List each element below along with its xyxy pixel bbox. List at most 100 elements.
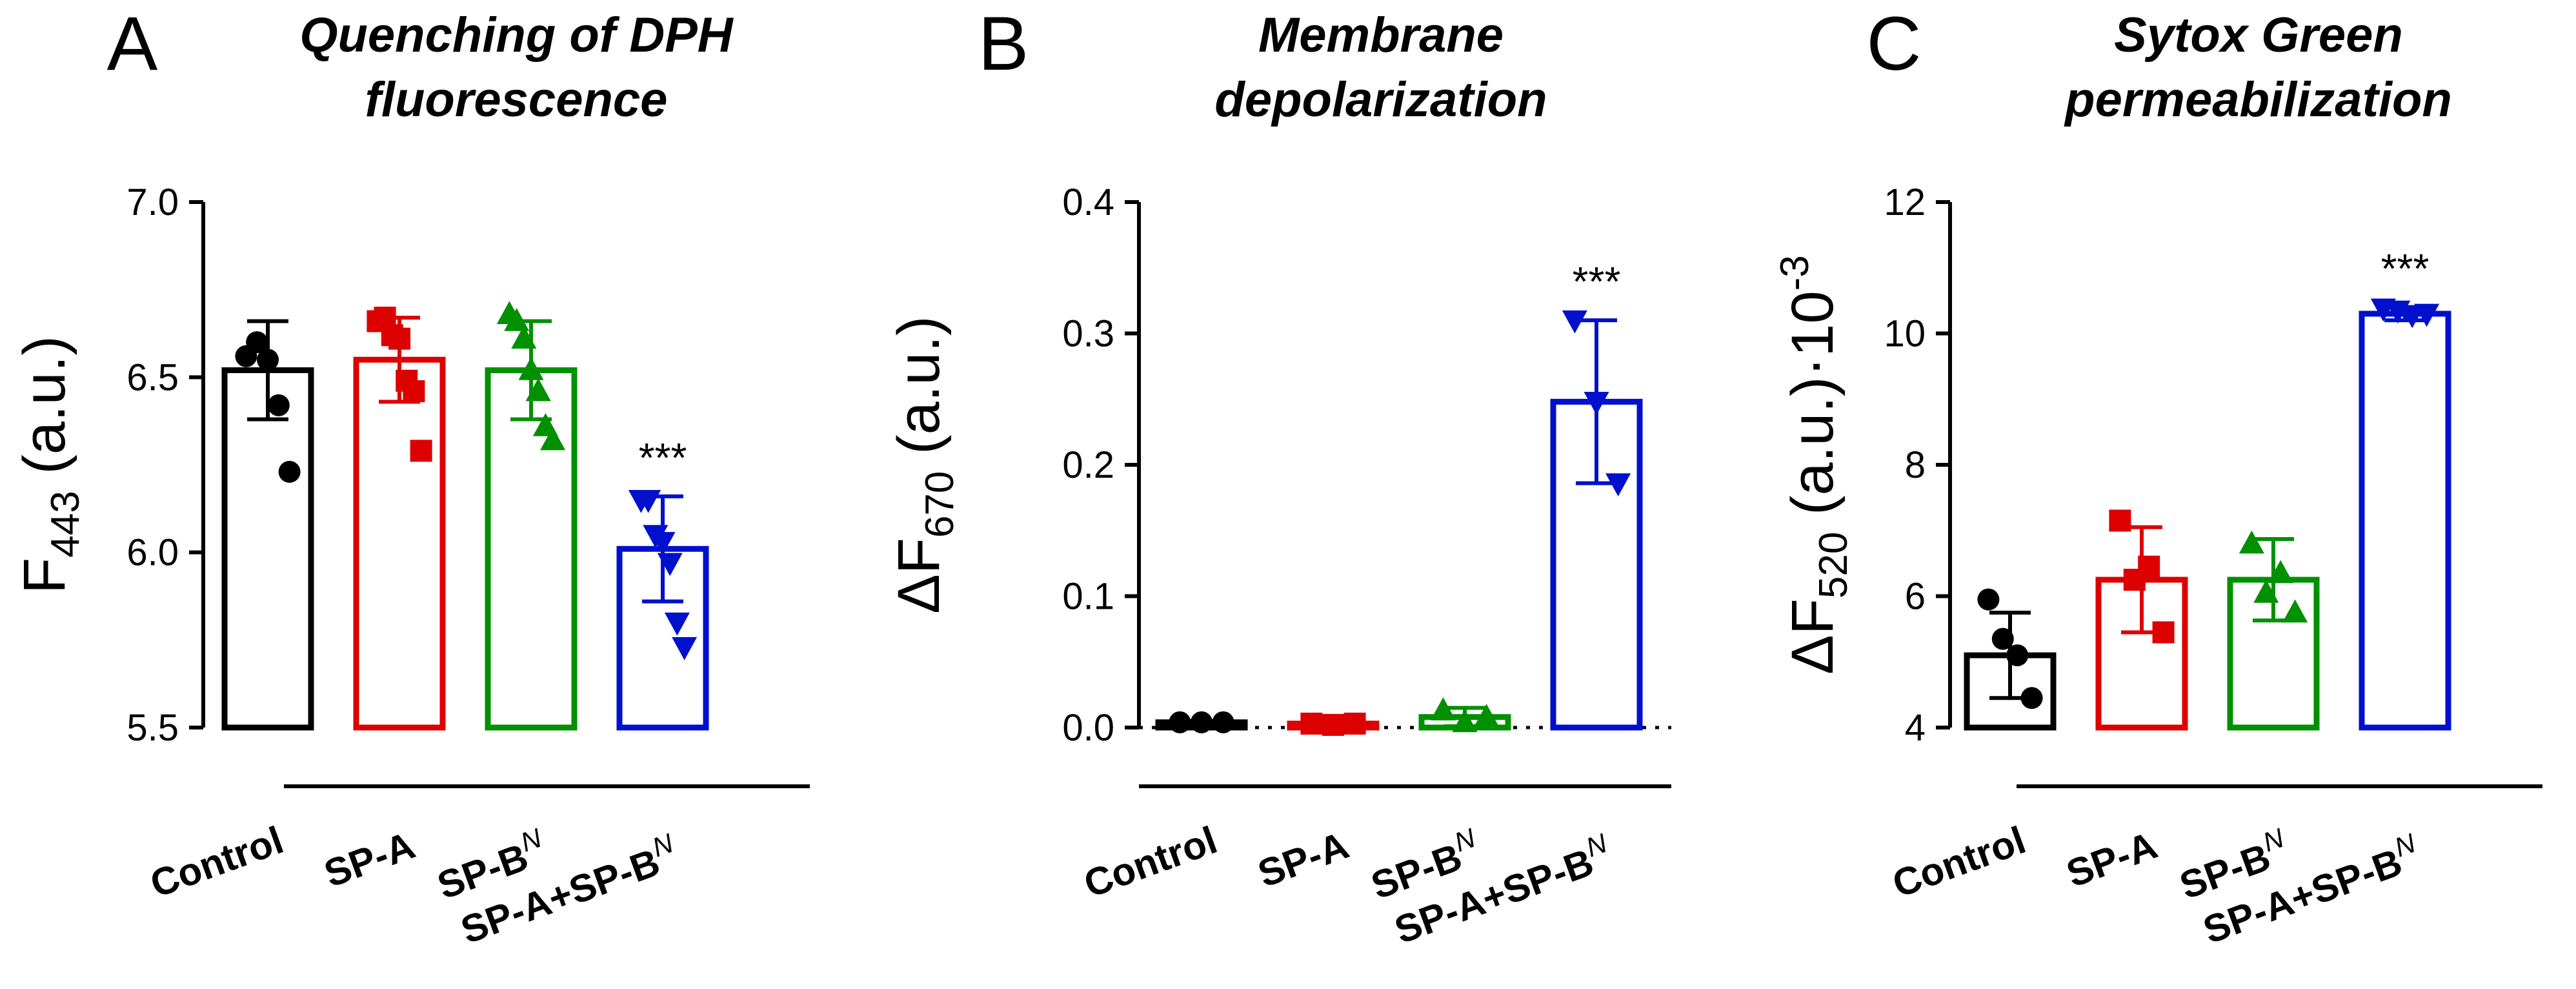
data-point	[246, 331, 268, 354]
y-tick-label: 6.5	[126, 356, 179, 398]
chart-panel-a: A Quenching of DPH fluorescence 5.5 6.0 6.5 7.…	[12, 1, 810, 952]
data-point	[1562, 310, 1587, 334]
data-point	[2006, 644, 2029, 667]
data-point	[518, 357, 544, 380]
chart-title-line: Quenching of DPH	[299, 8, 734, 63]
y-axis-label-main: ΔF	[886, 538, 952, 614]
data-point	[2109, 509, 2131, 532]
y-tick-label: 8	[1905, 444, 1926, 486]
data-point	[2239, 530, 2264, 554]
y-axis-label-subscript: 443	[43, 491, 88, 557]
category-label-text: SP-A	[2061, 823, 2163, 895]
data-point	[1991, 627, 2014, 650]
y-tick-label: 0.2	[1062, 444, 1114, 486]
category-label-text: SP-A	[1253, 823, 1354, 895]
y-axis-label: ΔF520 (a.u.)·10-3	[1773, 255, 1856, 675]
data-point	[2268, 560, 2293, 584]
category-label-text: SP-A	[319, 823, 421, 895]
data-point	[1977, 588, 2000, 611]
data-point	[672, 637, 698, 660]
significance-marker: ***	[1573, 258, 1621, 305]
y-axis-label-superscript: -3	[1773, 255, 1817, 291]
y-axis-label-subscript: 670	[918, 471, 962, 538]
data-point	[1474, 704, 1500, 728]
panel-letter: A	[107, 1, 158, 87]
chart-title-line: permeabilization	[2064, 72, 2452, 127]
data-point	[1191, 711, 1213, 733]
data-point	[1300, 712, 1323, 735]
data-point	[657, 553, 683, 576]
significance-marker: ***	[639, 434, 687, 481]
bar-4	[2359, 311, 2451, 731]
y-axis-label: F443 (a.u.)	[12, 336, 88, 594]
category-label: Control	[1887, 818, 2031, 906]
data-point	[2282, 599, 2308, 623]
category-label: Control	[145, 818, 288, 906]
data-point	[511, 325, 537, 349]
data-point	[1584, 392, 1609, 415]
data-point	[1343, 712, 1366, 735]
y-axis-label-subscript: 520	[1811, 532, 1856, 598]
y-tick-label: 5.5	[126, 707, 179, 749]
y-tick-label: 0.4	[1062, 181, 1114, 223]
significance-marker: ***	[2381, 245, 2430, 292]
data-point	[504, 308, 530, 331]
y-axis-label-main: F	[12, 558, 77, 594]
chart-panel-b: B Membrane depolarization 0.0 0.1 0.2 0.3 0.4 ΔF…	[886, 1, 1671, 952]
y-axis-label-tail: (a.u.)	[12, 336, 77, 491]
y-axis-label-main: ΔF	[1780, 598, 1846, 675]
y-tick-label: 6.0	[126, 532, 179, 574]
y-axis-label: ΔF670 (a.u.)	[886, 316, 962, 613]
category-label: SP-A	[319, 823, 421, 895]
chart-panel-c: C Sytox Green permeabilization 4 6 8 10 12 ΔF520…	[1773, 1, 2542, 952]
data-point	[267, 394, 290, 416]
data-point	[2138, 555, 2160, 578]
y-tick-label: 10	[1884, 313, 1926, 355]
data-point	[650, 532, 676, 555]
panel-letter: C	[1866, 1, 1921, 87]
panel-letter: B	[978, 1, 1029, 87]
bar-3	[485, 367, 578, 731]
y-tick-label: 0.1	[1062, 576, 1114, 618]
chart-title-line: Sytox Green	[2114, 8, 2403, 63]
data-point	[257, 349, 279, 371]
category-label: SP-A	[2061, 823, 2163, 895]
category-label: Control	[1078, 818, 1222, 906]
y-tick-label: 0.0	[1062, 707, 1114, 749]
chart-title-line: Membrane	[1258, 8, 1504, 63]
y-axis-label-tail: (a.u.)·10	[1780, 291, 1846, 531]
data-point	[525, 378, 551, 402]
data-point	[2253, 580, 2279, 603]
y-tick-label: 6	[1905, 576, 1926, 618]
data-point	[1322, 713, 1344, 736]
data-point	[1605, 473, 1631, 496]
y-tick-label: 0.3	[1062, 313, 1114, 355]
bar-1	[221, 367, 314, 731]
chart-title-line: fluorescence	[365, 72, 668, 127]
data-point	[636, 489, 661, 513]
data-point	[2152, 621, 2175, 644]
y-axis-label-tail: (a.u.)	[886, 316, 952, 471]
category-label-text: Control	[1078, 818, 1222, 906]
data-point	[1452, 709, 1478, 733]
data-point	[1212, 711, 1234, 733]
y-tick-label: 7.0	[126, 181, 179, 223]
data-point	[2020, 687, 2043, 709]
chart-title-line: depolarization	[1214, 72, 1547, 127]
data-point	[540, 427, 566, 451]
data-point	[1169, 711, 1191, 733]
category-label-text: Control	[1887, 818, 2031, 906]
bar-2	[353, 356, 446, 731]
data-point	[2414, 303, 2440, 327]
category-label-text: Control	[145, 818, 288, 906]
data-point	[278, 460, 301, 483]
y-tick-label: 4	[1905, 707, 1926, 749]
data-point	[1430, 697, 1456, 720]
data-point	[664, 612, 690, 636]
data-point	[388, 327, 410, 350]
data-point	[410, 440, 432, 462]
category-label: SP-A	[1253, 823, 1354, 895]
data-point	[403, 380, 425, 403]
y-tick-label: 12	[1884, 181, 1926, 223]
